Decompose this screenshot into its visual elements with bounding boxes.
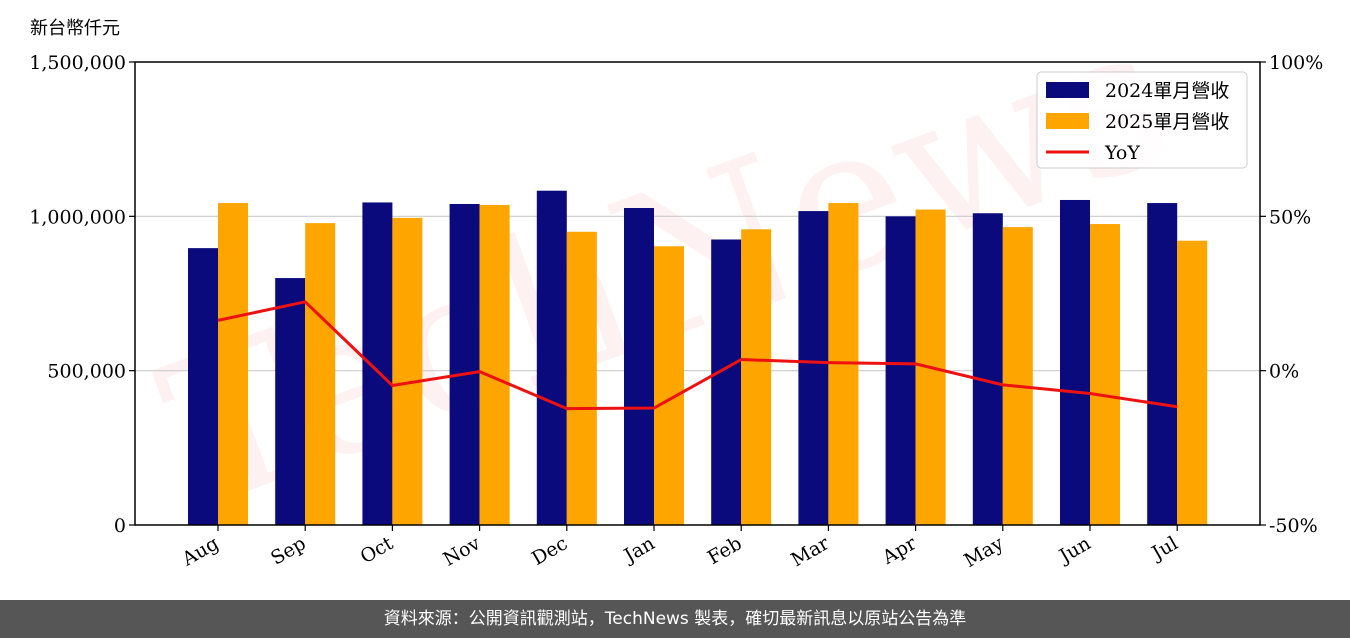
bars-group (188, 190, 1208, 526)
x-tick-label: Dec (528, 532, 571, 570)
x-tick-label: Oct (357, 532, 398, 568)
bar-2025 (479, 204, 510, 526)
y-right-tick-label: 0% (1269, 361, 1299, 383)
bar-2025 (305, 223, 336, 525)
legend-box (1036, 71, 1248, 169)
x-tick-label: Feb (704, 532, 746, 569)
yoy-line-group (217, 300, 1178, 411)
bar-2024 (536, 190, 567, 526)
bar-2024 (798, 211, 829, 525)
bar-2025 (1002, 227, 1033, 526)
legend-label-2024: 2024單月營收 (1105, 80, 1229, 102)
bar-2025 (1177, 240, 1208, 525)
y-left-tick-label: 1,000,000 (29, 206, 126, 228)
source-footer: 資料來源：公開資訊觀測站，TechNews 製表，確切最新訊息以原站公告為準 (0, 600, 1350, 638)
bar-2025 (566, 231, 597, 525)
legend-label-2025: 2025單月營收 (1105, 111, 1229, 133)
y-right-tick-label: -50% (1269, 515, 1318, 537)
plot-frame (134, 61, 1261, 526)
bar-2025 (218, 203, 248, 525)
bar-2024 (449, 203, 480, 525)
bar-2024 (275, 278, 306, 525)
legend-swatch-2024 (1046, 82, 1089, 98)
bar-2024 (711, 239, 742, 525)
bar-2025 (741, 229, 772, 525)
x-tick-label: Apr (878, 532, 921, 569)
bar-2024 (188, 248, 218, 525)
bar-2025 (1090, 224, 1120, 526)
bar-2025 (392, 217, 423, 526)
x-tick-label: Jul (1147, 532, 1182, 565)
y-right-tick-label: 50% (1269, 206, 1311, 228)
y-left-tick-label: 500,000 (47, 361, 126, 383)
legend-swatch-2025 (1046, 113, 1089, 129)
bar-2025 (654, 246, 684, 526)
x-tick-label: Sep (267, 532, 310, 569)
bar-2024 (972, 213, 1003, 525)
x-tick-label: Nov (439, 532, 484, 571)
y-axis-unit-label: 新台幣仟元 (30, 18, 120, 39)
chart-canvas: TechNews 0500,0001,000,0001,500,000-50%0… (29, 0, 1323, 572)
x-tick-label: Mar (787, 532, 833, 571)
x-tick-label: Jun (1054, 532, 1095, 568)
yoy-line (217, 300, 1178, 411)
legend-label-yoy: YoY (1104, 142, 1140, 164)
bar-2024 (1060, 199, 1090, 525)
legend: 2024單月營收 2025單月營收 YoY (1036, 71, 1248, 169)
x-tick-label: May (960, 532, 1007, 572)
y-left-tick-label: 0 (114, 515, 126, 537)
bar-2024 (362, 202, 393, 525)
bar-2024 (885, 216, 916, 526)
bar-2024 (624, 207, 654, 525)
x-tick-label: Jan (619, 532, 659, 568)
bar-2024 (1147, 203, 1178, 525)
y-right-tick-label: 100% (1269, 52, 1323, 74)
y-left-tick-label: 1,500,000 (29, 52, 126, 74)
